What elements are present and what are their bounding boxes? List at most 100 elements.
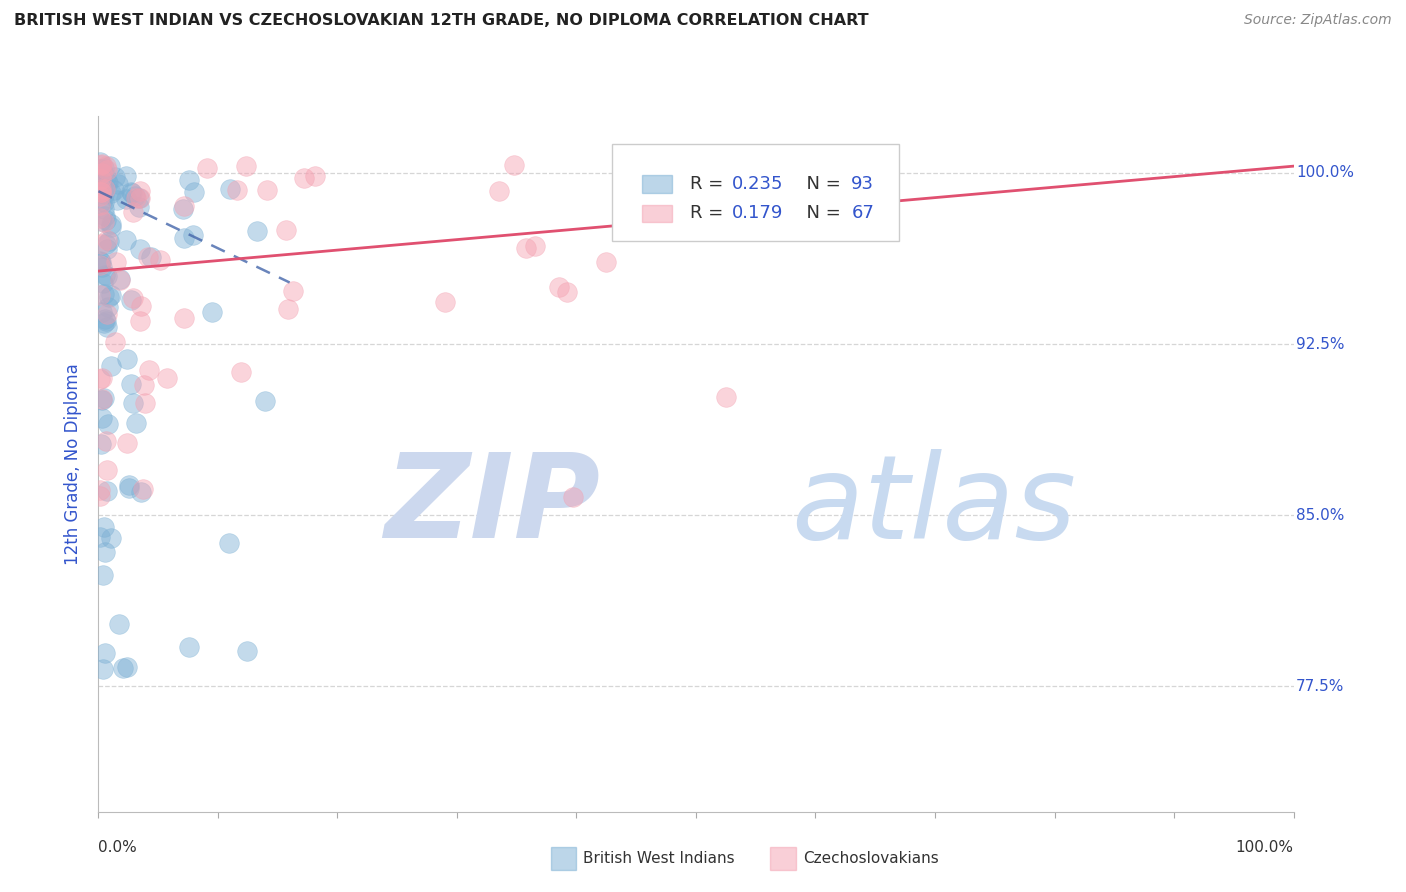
Point — [94, 181, 117, 195]
Point — [555, 285, 578, 299]
Text: 0.179: 0.179 — [733, 204, 783, 222]
Point — [89, 189, 111, 203]
Point — [91, 411, 114, 425]
Point — [105, 194, 128, 208]
Point — [107, 177, 129, 191]
Point — [94, 209, 117, 223]
Point — [201, 305, 224, 319]
Point — [246, 224, 269, 238]
Point — [129, 299, 152, 313]
Point — [94, 646, 117, 660]
Point — [96, 175, 118, 189]
Point — [96, 463, 118, 477]
Point — [89, 162, 111, 177]
Point — [89, 489, 111, 503]
Point — [89, 211, 111, 226]
Text: ZIP: ZIP — [384, 448, 600, 563]
Text: N =: N = — [796, 175, 846, 194]
Text: 85.0%: 85.0% — [1296, 508, 1344, 523]
Point — [112, 661, 135, 675]
Point — [103, 183, 125, 197]
Point — [97, 177, 120, 191]
Point — [96, 484, 118, 499]
Point — [93, 287, 115, 301]
Point — [121, 186, 143, 200]
Point — [90, 185, 112, 199]
Point — [89, 258, 111, 272]
Point — [89, 530, 111, 544]
Point — [93, 567, 115, 582]
Text: R =: R = — [690, 204, 728, 222]
Text: 93: 93 — [852, 175, 875, 194]
Point — [129, 242, 152, 256]
Point — [562, 490, 585, 504]
Point — [292, 171, 315, 186]
Point — [136, 250, 159, 264]
Point — [90, 172, 112, 186]
Point — [120, 293, 142, 308]
Point — [89, 254, 111, 268]
Point — [89, 155, 111, 169]
Text: N =: N = — [796, 204, 846, 222]
Point — [129, 191, 152, 205]
Point — [94, 434, 117, 449]
Point — [96, 242, 118, 256]
Point — [254, 394, 277, 409]
Point — [121, 205, 143, 219]
Point — [118, 481, 141, 495]
Point — [93, 268, 115, 283]
Point — [93, 195, 115, 210]
Point — [100, 531, 122, 545]
Point — [90, 255, 112, 269]
Point — [96, 233, 118, 247]
Point — [134, 396, 156, 410]
Point — [115, 193, 138, 207]
Point — [89, 198, 111, 212]
Point — [108, 272, 131, 286]
Point — [97, 300, 120, 314]
Point — [93, 202, 115, 217]
Point — [281, 284, 304, 298]
Bar — [643, 176, 672, 193]
Point — [93, 316, 115, 330]
Point — [94, 169, 117, 184]
Point — [90, 214, 112, 228]
Point — [108, 273, 131, 287]
Point — [595, 255, 617, 269]
Point — [100, 359, 122, 373]
Point — [124, 189, 146, 203]
Point — [120, 376, 142, 391]
Point — [122, 396, 145, 410]
Point — [91, 184, 114, 198]
Point — [93, 520, 115, 534]
Point — [94, 212, 117, 227]
Point — [173, 310, 195, 325]
Point — [90, 174, 112, 188]
Point — [236, 643, 259, 657]
Point — [177, 640, 200, 654]
Point — [91, 194, 114, 209]
Y-axis label: 12th Grade, No Diploma: 12th Grade, No Diploma — [65, 363, 83, 565]
Point — [89, 165, 111, 179]
Point — [104, 169, 127, 184]
Point — [105, 255, 128, 269]
Point — [93, 186, 115, 201]
Point — [91, 393, 114, 408]
Point — [488, 184, 510, 198]
Point — [173, 231, 195, 245]
Point — [129, 485, 152, 500]
Point — [89, 483, 111, 498]
Text: Czechoslovakians: Czechoslovakians — [803, 852, 939, 866]
Point — [104, 335, 127, 350]
Point — [100, 186, 122, 200]
Point — [94, 159, 117, 173]
Point — [100, 288, 122, 302]
Point — [115, 435, 138, 450]
Text: R =: R = — [690, 175, 728, 194]
Point — [181, 227, 204, 242]
Text: British West Indians: British West Indians — [583, 852, 735, 866]
Text: 67: 67 — [852, 204, 875, 222]
Point — [274, 222, 297, 236]
Point — [91, 276, 114, 290]
Point — [91, 305, 114, 319]
